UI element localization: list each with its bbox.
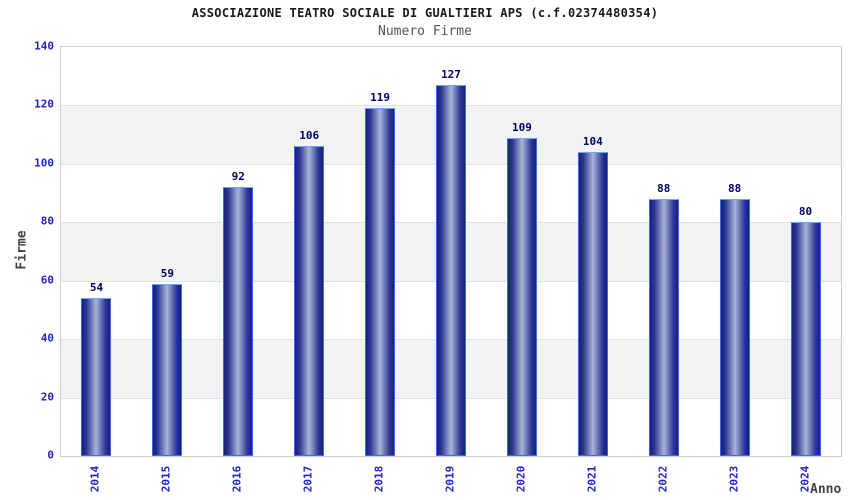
y-tick-label: 40 bbox=[40, 331, 54, 345]
x-tick-label: 2015 bbox=[159, 465, 173, 493]
y-axis-title: Firme bbox=[14, 230, 30, 270]
y-tick-label: 140 bbox=[34, 39, 54, 53]
x-tick-label: 2016 bbox=[230, 465, 244, 493]
bar-value-label: 119 bbox=[370, 91, 391, 105]
bar-2015 bbox=[152, 283, 183, 456]
bar-value-label: 127 bbox=[441, 67, 461, 81]
bar-value-label: 106 bbox=[299, 129, 320, 143]
bar-2017 bbox=[294, 146, 325, 456]
bar-value-label: 104 bbox=[582, 135, 603, 149]
bar-2018 bbox=[365, 108, 396, 456]
x-axis-title: Anno bbox=[810, 482, 842, 497]
y-tick-label: 20 bbox=[40, 390, 54, 404]
bar-value-label: 54 bbox=[89, 281, 104, 295]
plot-area: 54 59 92 106 119 127 109 104 88 88 80 bbox=[60, 46, 842, 457]
chart-subtitle: Numero Firme bbox=[378, 24, 472, 39]
bar-2019 bbox=[436, 84, 466, 456]
x-tick-label: 2017 bbox=[301, 465, 315, 493]
x-tick-label: 2022 bbox=[656, 465, 670, 493]
bar-value-label: 80 bbox=[798, 205, 813, 219]
bar-2016 bbox=[223, 187, 254, 456]
bar-2020 bbox=[506, 137, 537, 456]
bar-2023 bbox=[719, 198, 750, 456]
bar-2022 bbox=[648, 198, 679, 456]
bar-value-label: 88 bbox=[657, 181, 671, 195]
bar-2021 bbox=[577, 152, 608, 456]
y-tick-label: 100 bbox=[34, 156, 54, 170]
x-tick-label: 2019 bbox=[443, 465, 457, 493]
bar-value-label: 88 bbox=[728, 181, 742, 195]
bar-2014 bbox=[81, 298, 112, 456]
y-tick-label: 120 bbox=[34, 97, 54, 111]
bar-2024 bbox=[790, 222, 821, 456]
x-tick-label: 2018 bbox=[372, 465, 386, 493]
x-tick-label: 2024 bbox=[798, 465, 812, 493]
y-tick-label: 0 bbox=[47, 448, 54, 462]
bar-value-label: 92 bbox=[231, 170, 245, 184]
y-tick-label: 60 bbox=[40, 273, 54, 287]
x-tick-label: 2021 bbox=[585, 465, 599, 493]
y-tick-label: 80 bbox=[40, 214, 54, 228]
bar-value-label: 109 bbox=[511, 120, 532, 134]
chart-title: ASSOCIAZIONE TEATRO SOCIALE DI GUALTIERI… bbox=[191, 6, 659, 20]
x-tick-label: 2014 bbox=[88, 465, 102, 493]
x-tick-label: 2020 bbox=[514, 465, 528, 493]
bar-value-label: 59 bbox=[160, 266, 174, 280]
x-tick-label: 2023 bbox=[727, 465, 741, 493]
